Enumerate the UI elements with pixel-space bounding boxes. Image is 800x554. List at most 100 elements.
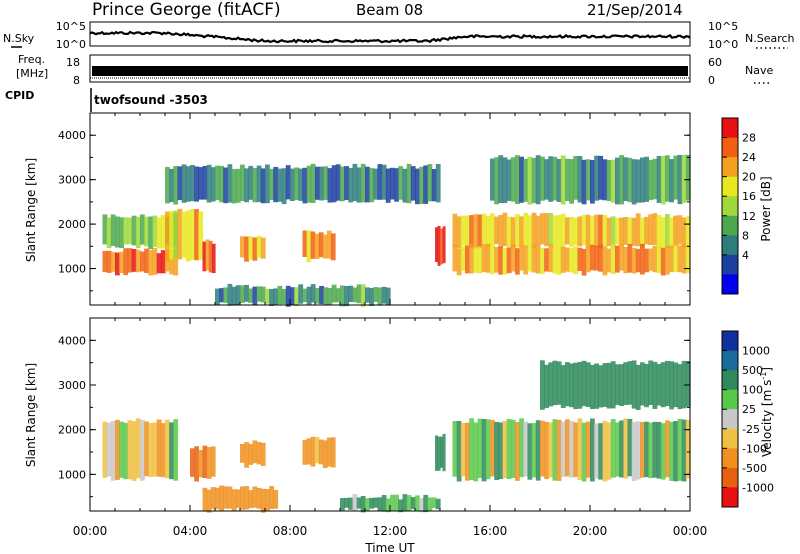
power-cell <box>127 217 133 245</box>
velocity-cell <box>627 361 633 405</box>
power-cell <box>323 287 329 305</box>
velocity-cell <box>140 419 145 481</box>
power-cell <box>273 166 279 203</box>
power-cell <box>669 217 674 249</box>
velocity-cell <box>573 422 579 477</box>
velocity-cell <box>619 420 624 478</box>
velocity-cell <box>569 363 574 408</box>
power-cell <box>531 157 537 204</box>
velocity-ytick-label: 2000 <box>58 424 86 437</box>
x-tick-label: 00:00 <box>673 524 708 538</box>
velocity-cell <box>377 497 383 511</box>
power-cell <box>106 217 112 249</box>
power-cell <box>648 248 654 271</box>
velocity-cell <box>273 489 279 509</box>
power-cell <box>244 284 249 302</box>
power-cell <box>335 288 341 303</box>
power-cell <box>581 215 587 246</box>
velocity-cell <box>106 422 112 477</box>
velocity-colorbar-tick-label: 500 <box>742 364 763 377</box>
power-cell <box>373 168 379 200</box>
velocity-cell <box>660 423 666 480</box>
power-cell <box>540 156 545 201</box>
velocity-cell <box>606 362 612 409</box>
power-colorbar-tick-label: 28 <box>742 132 756 145</box>
power-cell <box>581 248 587 276</box>
power-cell <box>235 168 241 203</box>
power-cell <box>135 249 141 273</box>
power-cell <box>252 168 258 203</box>
power-cell <box>265 164 270 204</box>
velocity-cell <box>119 421 124 478</box>
power-cell <box>110 214 116 246</box>
velocity-cell <box>435 498 441 510</box>
power-cell <box>506 159 512 201</box>
power-cell <box>465 215 470 247</box>
power-cell <box>510 157 516 202</box>
power-cell <box>165 167 170 204</box>
power-cell <box>665 245 670 275</box>
power-cell <box>419 166 424 204</box>
power-ytick-label: 3000 <box>58 174 86 187</box>
power-cell <box>581 159 587 205</box>
power-cell <box>235 285 241 305</box>
velocity-colorbar-swatch <box>722 370 738 391</box>
power-cell <box>610 159 616 203</box>
power-cell <box>427 164 433 202</box>
velocity-cell <box>394 494 399 511</box>
power-cell <box>252 286 258 306</box>
velocity-cell <box>519 418 524 478</box>
power-cell <box>494 216 499 244</box>
velocity-cell <box>123 422 129 480</box>
velocity-cell <box>669 421 674 481</box>
power-cell <box>152 248 158 275</box>
power-cell <box>669 245 674 273</box>
power-colorbar-label: Power [dB] <box>759 176 773 241</box>
power-colorbar-tick-label: 8 <box>742 229 749 242</box>
power-cell <box>594 245 599 271</box>
power-cell <box>102 214 108 245</box>
power-cell <box>331 284 337 303</box>
power-cell <box>169 211 174 260</box>
power-cell <box>590 216 595 247</box>
power-cell <box>573 217 579 246</box>
power-cell <box>410 166 416 201</box>
velocity-cell <box>552 360 558 406</box>
power-cell <box>627 157 633 203</box>
power-cell <box>265 288 270 304</box>
velocity-cell <box>623 418 629 479</box>
power-cell <box>315 288 320 304</box>
velocity-colorbar-tick-label: -25 <box>742 423 760 436</box>
velocity-cell <box>473 422 479 482</box>
power-cell <box>198 167 204 200</box>
velocity-cell <box>165 419 170 479</box>
power-cell <box>240 285 245 303</box>
velocity-cell <box>110 421 116 481</box>
power-cell <box>585 214 591 248</box>
power-cell <box>206 164 212 203</box>
velocity-cell <box>515 422 520 481</box>
velocity-cell <box>677 364 683 410</box>
velocity-colorbar-swatch <box>722 409 738 430</box>
power-cell <box>510 244 516 272</box>
power-cell <box>131 215 137 246</box>
power-cell <box>223 287 229 303</box>
velocity-cell <box>210 487 216 509</box>
velocity-cell <box>318 439 324 465</box>
power-cell <box>123 217 129 245</box>
velocity-cell <box>410 497 416 509</box>
power-colorbar-swatch <box>722 118 738 139</box>
power-cell <box>277 285 283 305</box>
power-cell <box>319 166 324 201</box>
power-cell <box>540 248 545 274</box>
power-cell <box>452 213 458 248</box>
power-cell <box>240 236 245 258</box>
power-cell <box>565 247 570 272</box>
power-cell <box>148 216 154 249</box>
power-cell <box>177 208 183 260</box>
velocity-cell <box>469 418 474 480</box>
power-cell <box>173 210 179 259</box>
velocity-cell <box>202 445 208 478</box>
power-cell <box>519 216 524 246</box>
nave-label: Nave <box>745 64 773 77</box>
